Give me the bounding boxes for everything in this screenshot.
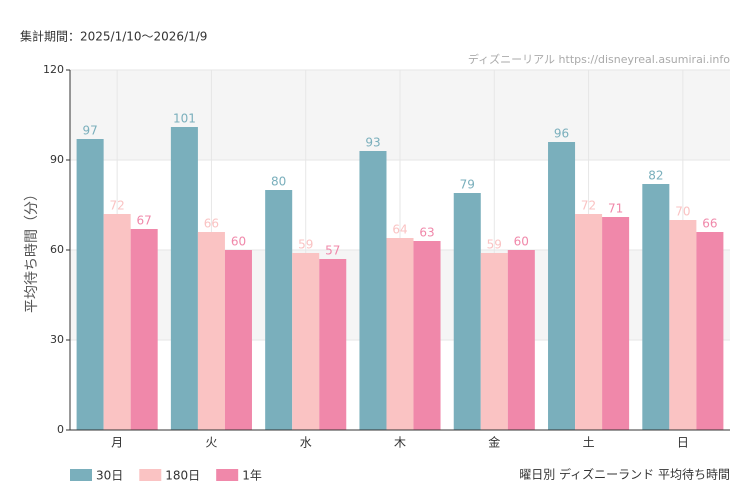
data-label: 70 (675, 205, 690, 219)
bar (413, 241, 441, 430)
data-label: 64 (392, 223, 407, 237)
bar (453, 193, 481, 430)
y-tick-label: 0 (57, 423, 64, 436)
data-label: 57 (325, 244, 340, 258)
caption: 曜日別 ディズニーランド 平均待ち時間 (519, 467, 730, 482)
x-tick-label: 金 (488, 435, 500, 450)
bar (170, 127, 198, 430)
y-axis-label: 平均待ち時間（分） (24, 187, 40, 313)
data-label: 59 (487, 238, 502, 252)
data-label: 63 (419, 226, 434, 240)
y-tick-label: 120 (43, 63, 64, 76)
subtitle: 集計期間：2025/1/10〜2026/1/9 (20, 29, 207, 44)
legend-swatch (139, 469, 162, 481)
bar (642, 184, 670, 430)
data-label: 97 (82, 124, 97, 138)
bar (386, 238, 414, 430)
data-label: 72 (110, 199, 125, 213)
bar (359, 151, 387, 430)
bar (480, 253, 508, 430)
data-label: 80 (271, 175, 286, 189)
bar (548, 142, 576, 430)
bar (265, 190, 293, 430)
bar (669, 220, 697, 430)
data-label: 72 (581, 199, 596, 213)
bar (130, 229, 158, 430)
bar (103, 214, 131, 430)
legend-swatch (70, 469, 92, 481)
x-tick-label: 土 (583, 436, 595, 450)
data-label: 79 (460, 178, 475, 192)
data-label: 66 (702, 217, 717, 231)
data-label: 93 (365, 136, 380, 150)
legend-swatch (216, 469, 239, 481)
x-tick-label: 水 (300, 436, 312, 450)
x-tick-label: 日 (677, 436, 689, 450)
bar (224, 250, 252, 430)
data-label: 101 (173, 112, 196, 126)
y-tick-label: 30 (50, 333, 64, 346)
bar (197, 232, 225, 430)
y-tick-label: 60 (50, 243, 64, 256)
x-tick-label: 月 (111, 436, 123, 450)
data-label: 96 (554, 127, 569, 141)
data-label: 67 (137, 214, 152, 228)
bar (507, 250, 535, 430)
x-tick-label: 木 (394, 436, 406, 450)
bar (602, 217, 630, 430)
data-label: 59 (298, 238, 313, 252)
source: ディズニーリアル https://disneyreal.asumirai.inf… (468, 52, 730, 66)
bar (292, 253, 320, 430)
data-label: 66 (204, 217, 219, 231)
data-label: 82 (648, 169, 663, 183)
data-label: 60 (231, 235, 246, 249)
data-label: 60 (514, 235, 529, 249)
legend-label: 30日 (96, 469, 123, 483)
legend-label: 1年 (242, 469, 262, 483)
bar (575, 214, 603, 430)
y-tick-label: 90 (50, 153, 64, 166)
bar (76, 139, 104, 430)
legend-label: 180日 (165, 469, 200, 483)
bar (319, 259, 347, 430)
x-tick-label: 火 (205, 436, 217, 450)
data-label: 71 (608, 202, 623, 216)
bar (696, 232, 724, 430)
